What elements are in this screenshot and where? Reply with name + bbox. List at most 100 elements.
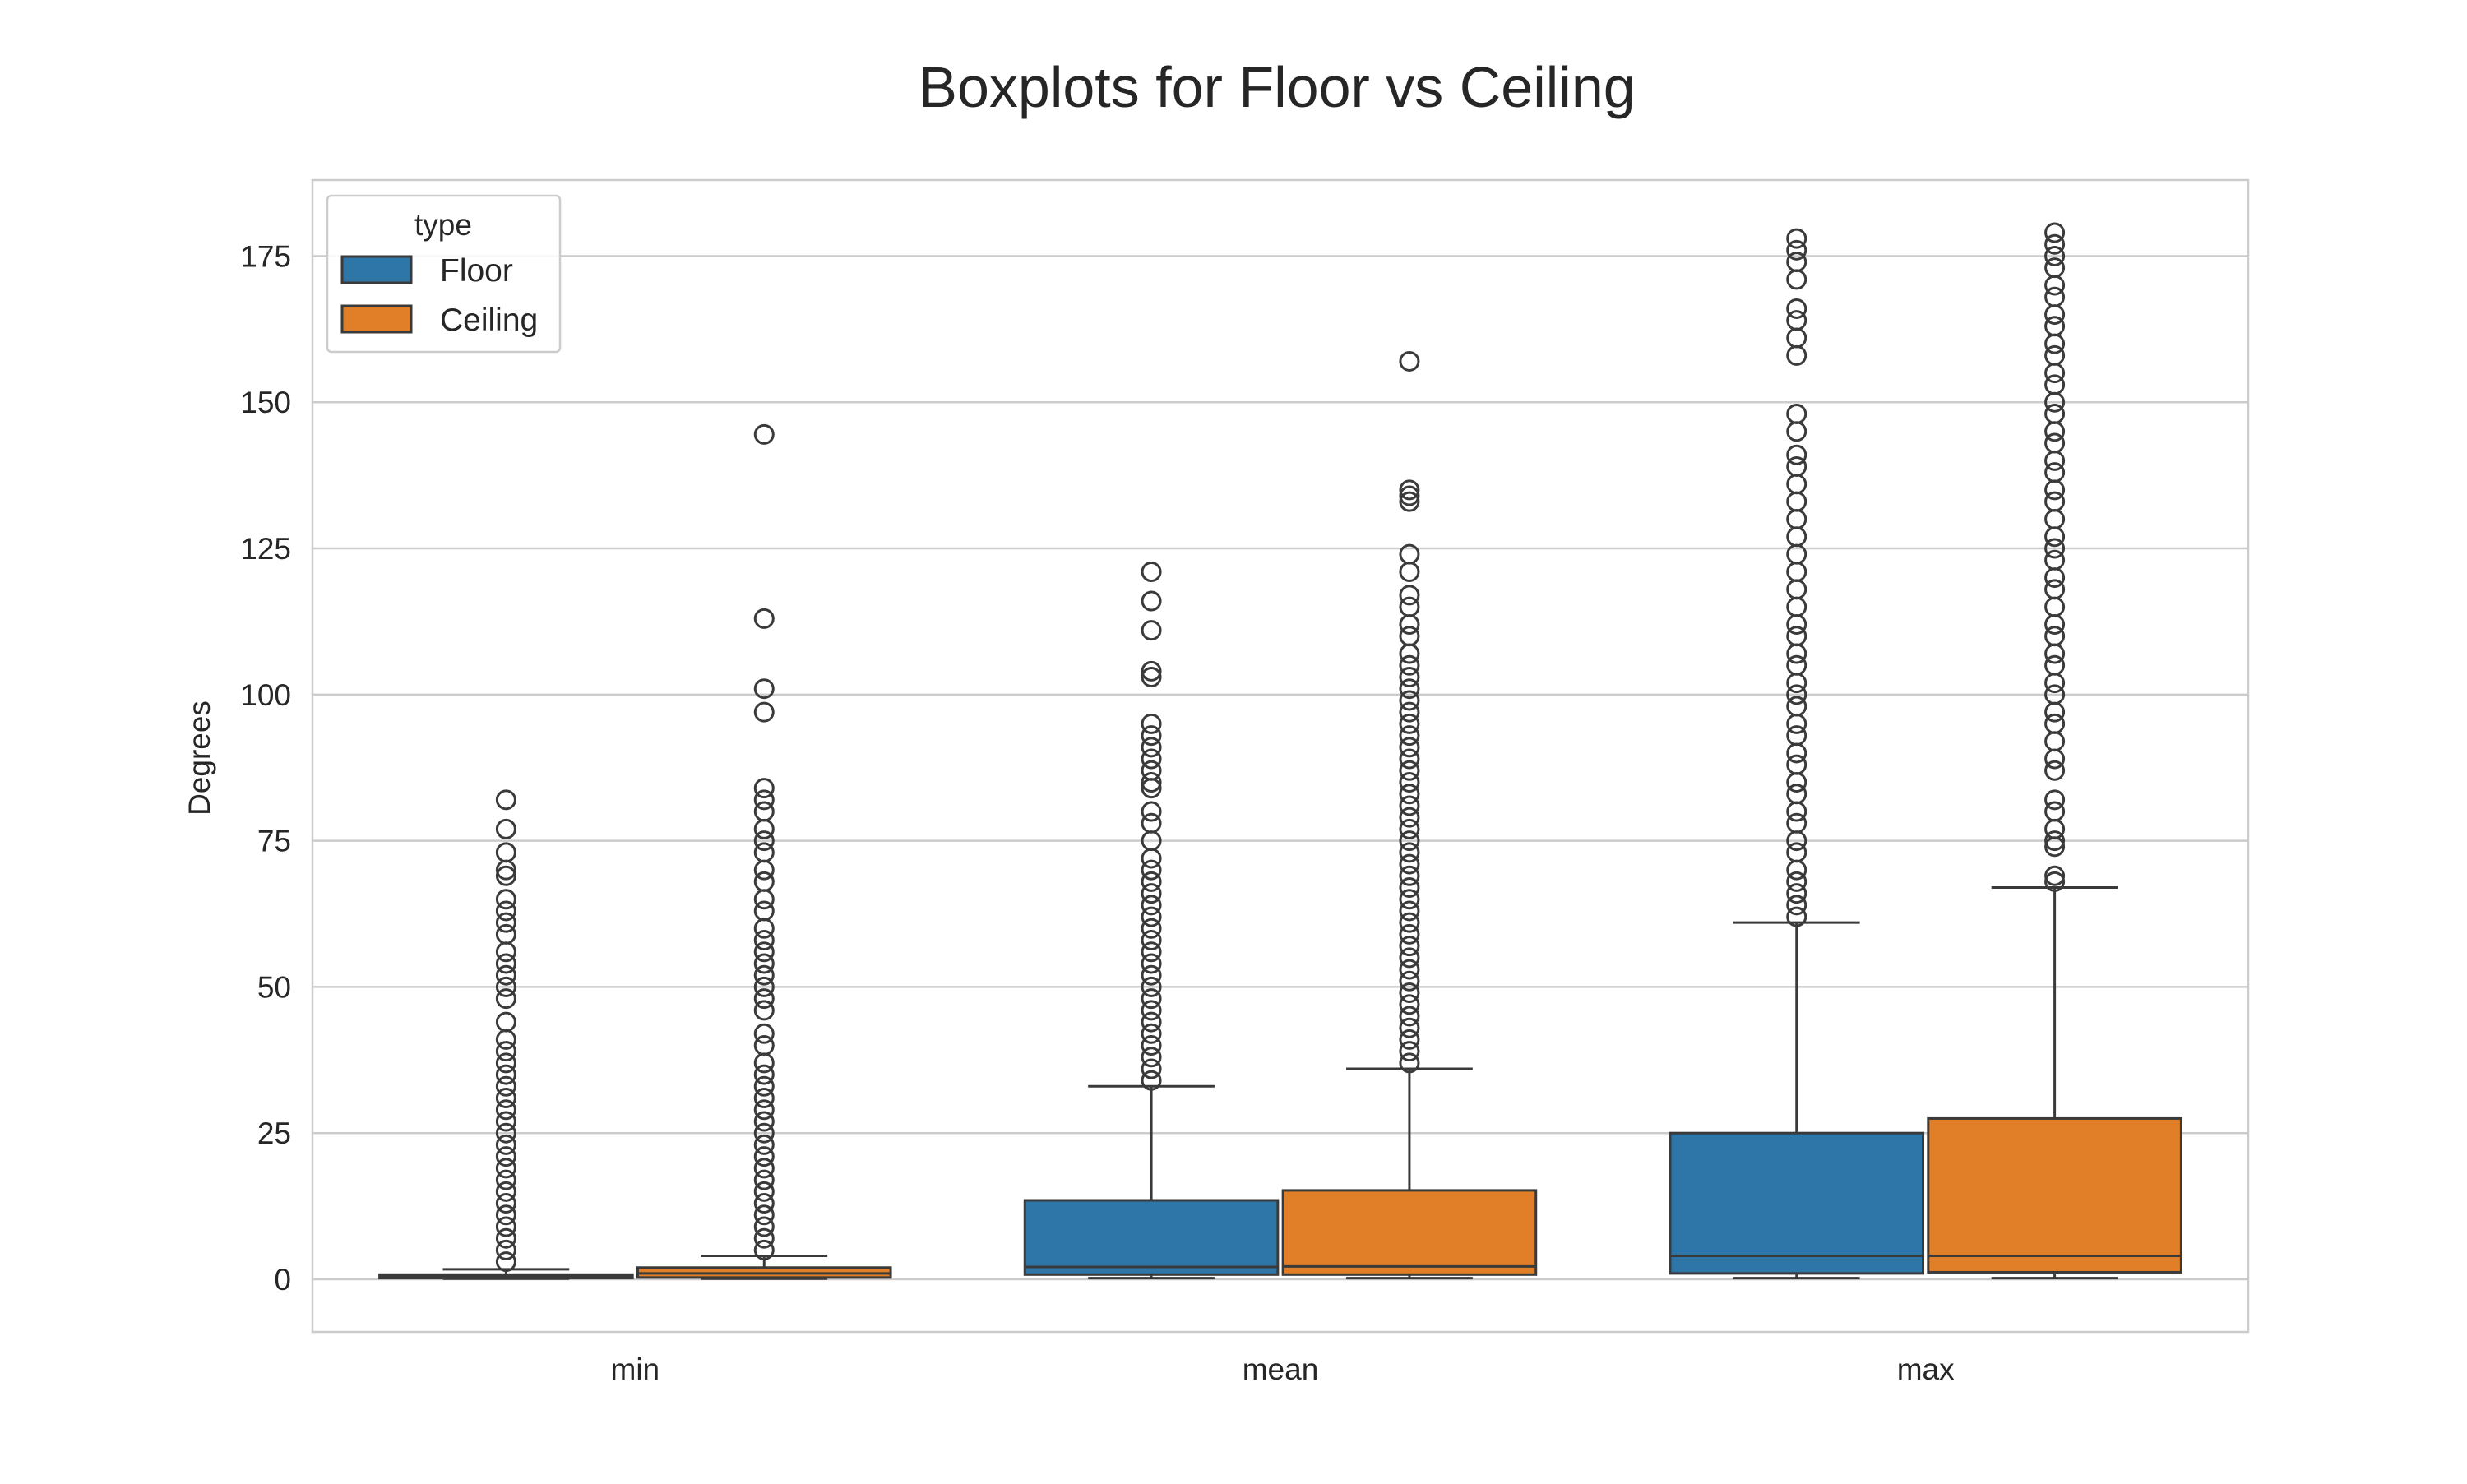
outlier-point (753, 988, 775, 1010)
outlier-point (753, 1227, 775, 1249)
outlier-point (1141, 964, 1162, 986)
outlier-point (753, 941, 775, 963)
outlier-point (1399, 784, 1420, 805)
outlier-point (2044, 549, 2066, 571)
outlier-point (753, 889, 775, 910)
outlier-point (1141, 1023, 1162, 1044)
outlier-point (2044, 673, 2066, 694)
outlier-point (1399, 830, 1420, 852)
outlier-point (753, 1000, 775, 1021)
outlier-point (2044, 789, 2066, 811)
outlier-point (495, 818, 516, 839)
outlier-point (2044, 871, 2066, 892)
outlier-point (495, 1181, 516, 1202)
outlier-point (495, 1122, 516, 1144)
outlier-point (495, 1134, 516, 1155)
outlier-point (1786, 895, 1807, 916)
outlier-point (1399, 626, 1420, 647)
outlier-point (1399, 350, 1420, 372)
outlier-point (1399, 654, 1420, 676)
outlier-point (1141, 561, 1162, 582)
outlier-point (1786, 579, 1807, 600)
outlier-point (1399, 818, 1420, 839)
outlier-point (1786, 526, 1807, 548)
y-tick-label-0: 0 (274, 1263, 291, 1297)
y-axis-label: Degrees (183, 700, 216, 816)
outlier-point (1399, 923, 1420, 945)
outlier-point (2044, 760, 2066, 781)
plot-frame (311, 178, 2250, 1334)
outlier-point (753, 1052, 775, 1074)
outlier-point (1399, 1052, 1420, 1074)
box-floor-min (378, 789, 634, 1280)
outlier-point (1399, 1006, 1420, 1027)
outlier-point (2044, 257, 2066, 279)
outlier-point (1141, 883, 1162, 904)
outlier-point (1141, 930, 1162, 951)
outlier-point (2044, 865, 2066, 886)
outlier-point (495, 842, 516, 863)
outlier-point (1786, 859, 1807, 881)
outlier-point (2044, 818, 2066, 839)
outlier-point (1786, 344, 1807, 366)
outlier-point (2044, 613, 2066, 635)
outlier-point (1399, 936, 1420, 957)
outlier-point (1399, 491, 1420, 512)
outlier-point (1399, 666, 1420, 687)
outlier-point (2044, 462, 2066, 483)
outlier-point (753, 900, 775, 922)
outlier-point (1786, 310, 1807, 331)
outlier-point (1399, 947, 1420, 969)
outlier-point (1141, 1058, 1162, 1079)
outlier-point (1141, 812, 1162, 834)
outlier-point (1399, 853, 1420, 875)
outlier-point (1399, 1041, 1420, 1062)
outlier-point (495, 1227, 516, 1249)
outlier-point (1399, 772, 1420, 793)
outlier-point (1141, 976, 1162, 997)
outlier-point (1399, 678, 1420, 700)
outlier-point (495, 1146, 516, 1167)
outlier-point (1141, 666, 1162, 687)
outlier-point (495, 1239, 516, 1260)
outlier-point (1399, 1029, 1420, 1050)
outlier-point (1141, 801, 1162, 822)
box-ceiling-max (1927, 222, 2182, 1280)
outlier-point (1399, 982, 1420, 1004)
outlier-point (1141, 988, 1162, 1010)
outlier-point (753, 1064, 775, 1085)
outlier-point (1141, 713, 1162, 734)
outlier-point (1399, 485, 1420, 506)
outlier-point (753, 1111, 775, 1132)
chart-title: Boxplots for Floor vs Ceiling (919, 55, 1635, 119)
outlier-point (753, 678, 775, 700)
outlier-point (1399, 807, 1420, 828)
outlier-point (1141, 590, 1162, 612)
outlier-point (2044, 731, 2066, 752)
outlier-point (495, 1075, 516, 1097)
outlier-point (1399, 643, 1420, 664)
outlier-point (1141, 871, 1162, 892)
outlier-point (1786, 421, 1807, 442)
outlier-point (495, 1158, 516, 1179)
outlier-point (2044, 654, 2066, 676)
outlier-point (753, 830, 775, 852)
outlier-point (1399, 561, 1420, 582)
outlier-point (1141, 737, 1162, 758)
outlier-point (753, 1035, 775, 1056)
outlier-point (753, 918, 775, 939)
outlier-point (495, 1099, 516, 1121)
outlier-point (1141, 1047, 1162, 1068)
outlier-point (1786, 228, 1807, 249)
outlier-point (1399, 970, 1420, 992)
outlier-point (1141, 725, 1162, 747)
outlier-point (1786, 883, 1807, 904)
outlier-point (753, 930, 775, 951)
legend-label-floor: Floor (440, 253, 513, 289)
outlier-point (1141, 660, 1162, 682)
outlier-point (1399, 877, 1420, 899)
outlier-point (2044, 701, 2066, 723)
y-tick-label-75: 75 (257, 825, 291, 858)
